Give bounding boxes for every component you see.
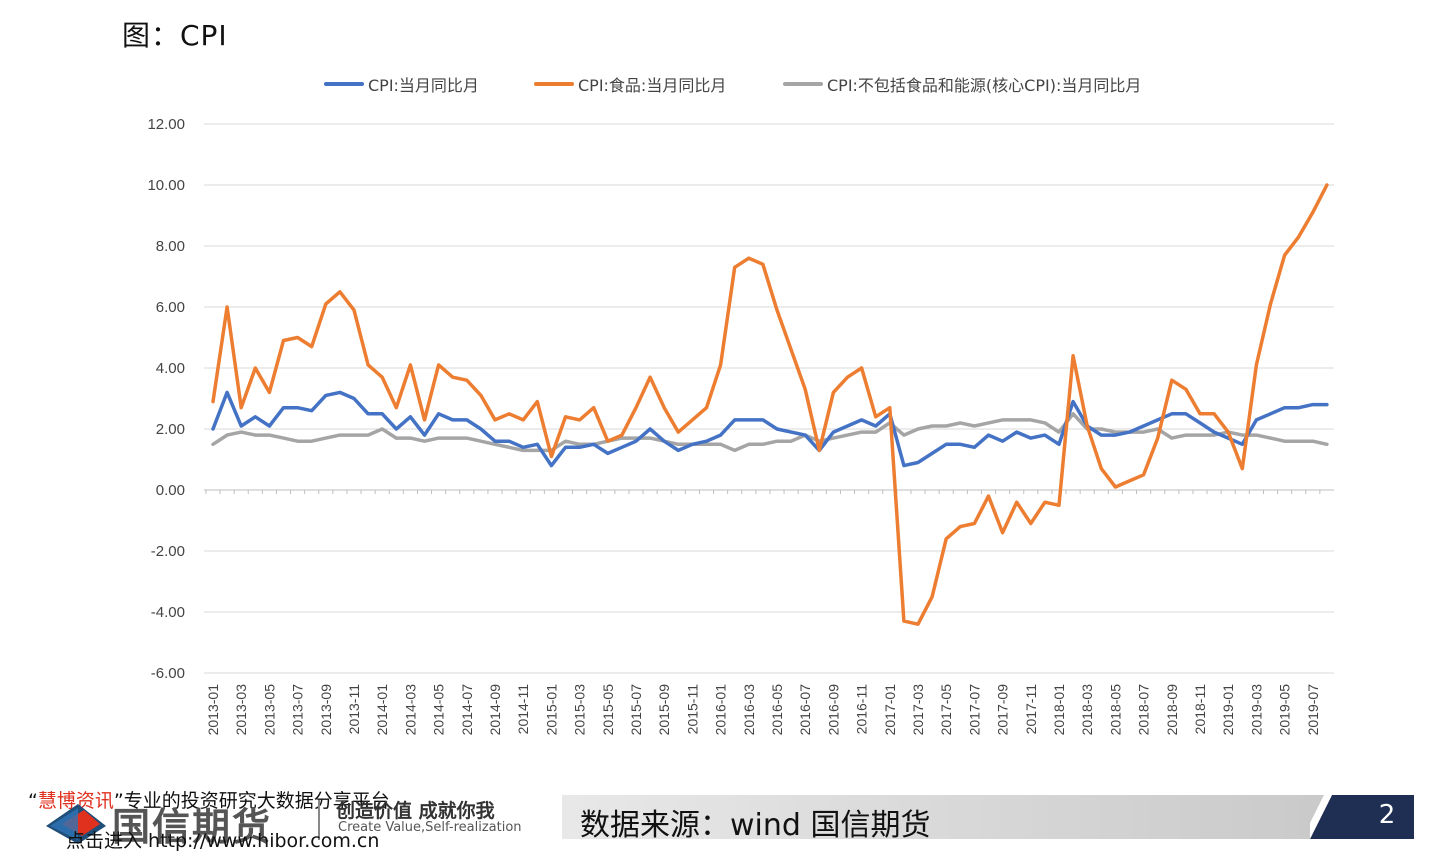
x-tick-label: 2015-09 bbox=[656, 684, 672, 736]
y-tick-label: -2.00 bbox=[151, 543, 185, 560]
x-tick-label: 2016-09 bbox=[825, 684, 841, 736]
y-tick-label: 12.00 bbox=[147, 116, 185, 133]
x-tick-label: 2017-01 bbox=[882, 684, 898, 736]
series-line-cpi bbox=[211, 390, 1329, 468]
x-tick-label: 2014-09 bbox=[487, 684, 503, 736]
x-tick-label: 2018-11 bbox=[1192, 684, 1208, 735]
x-tick-label: 2013-07 bbox=[290, 684, 306, 736]
y-axis-ticks: 12.00 10.00 8.00 6.00 4.00 2.00 0.00 -2.00 -4.00… bbox=[147, 116, 185, 682]
x-tick-label: 2014-01 bbox=[374, 684, 390, 736]
x-tick-label: 2014-05 bbox=[431, 684, 447, 736]
x-tick-label: 2018-03 bbox=[1079, 684, 1095, 736]
x-tick-label: 2018-05 bbox=[1107, 684, 1123, 736]
x-tick-label: 2014-03 bbox=[402, 684, 418, 736]
logo-slogan-en: Create Value,Self-realization bbox=[338, 820, 522, 835]
legend-label-food: CPI:食品:当月同比月 bbox=[578, 76, 727, 95]
x-tick-label: 2017-09 bbox=[995, 684, 1011, 736]
y-tick-label: 8.00 bbox=[156, 238, 185, 255]
legend-item-cpi: CPI:当月同比月 bbox=[324, 72, 479, 96]
x-tick-label: 2013-03 bbox=[233, 684, 249, 736]
cpi-line-chart: 12.00 10.00 8.00 6.00 4.00 2.00 0.00 -2.00 -4.00… bbox=[147, 116, 1334, 736]
logo-slogan: 创造价值 成就你我 bbox=[336, 800, 495, 822]
x-tick-label: 2015-07 bbox=[628, 684, 644, 736]
grid-lines bbox=[204, 123, 1334, 674]
promo-quote-open: “ bbox=[28, 790, 38, 812]
page-title: 图：CPI bbox=[122, 19, 228, 52]
series-line-core bbox=[211, 412, 1329, 453]
y-tick-label: 10.00 bbox=[147, 177, 185, 194]
guosen-logo-icon bbox=[46, 804, 106, 844]
x-axis-ticks: 2013-01 2013-03 2013-05 2013-07 2013-09 2013-… bbox=[205, 684, 1321, 736]
x-tick-label: 2017-07 bbox=[966, 684, 982, 736]
promo-link[interactable]: 点击进入 http://www.hibor.com.cn bbox=[66, 830, 380, 852]
y-tick-label: -6.00 bbox=[151, 665, 185, 682]
x-tick-label: 2018-01 bbox=[1051, 684, 1067, 736]
page-badge-icon bbox=[1310, 795, 1414, 839]
x-tick-label: 2016-11 bbox=[854, 684, 870, 735]
x-tick-label: 2016-03 bbox=[741, 684, 757, 736]
page-number: 2 bbox=[1378, 800, 1396, 830]
chart-legend: CPI:当月同比月 CPI:食品:当月同比月 CPI:不包括食品和能源(核心CP… bbox=[0, 72, 1440, 96]
series-line-food bbox=[211, 183, 1329, 626]
promo-brand[interactable]: 慧博资讯 bbox=[37, 790, 114, 812]
y-tick-label: 2.00 bbox=[156, 421, 185, 438]
y-tick-label: 6.00 bbox=[156, 299, 185, 316]
legend-swatch-core bbox=[783, 82, 823, 86]
legend-swatch-food bbox=[534, 82, 574, 86]
x-tick-label: 2016-01 bbox=[713, 684, 729, 736]
logo-divider bbox=[318, 800, 320, 840]
legend-label-core: CPI:不包括食品和能源(核心CPI):当月同比月 bbox=[827, 76, 1142, 95]
x-tick-label: 2017-03 bbox=[910, 684, 926, 736]
x-tick-label: 2014-07 bbox=[459, 684, 475, 736]
x-tick-label: 2017-11 bbox=[1023, 684, 1039, 735]
x-tick-label: 2013-01 bbox=[205, 684, 221, 736]
x-tick-label: 2016-05 bbox=[769, 684, 785, 736]
x-tick-label: 2015-01 bbox=[543, 684, 559, 736]
x-tick-label: 2016-07 bbox=[797, 684, 813, 736]
x-tick-label: 2015-03 bbox=[572, 684, 588, 736]
y-tick-label: -4.00 bbox=[151, 604, 185, 621]
promo-text: “慧博资讯”专业的投资研究大数据分享平台 bbox=[28, 786, 390, 813]
legend-swatch-cpi bbox=[324, 82, 364, 86]
x-tick-label: 2013-05 bbox=[261, 684, 277, 736]
x-tick-label: 2015-05 bbox=[600, 684, 616, 736]
x-tick-label: 2017-05 bbox=[938, 684, 954, 736]
legend-label-cpi: CPI:当月同比月 bbox=[368, 76, 479, 95]
legend-item-food: CPI:食品:当月同比月 bbox=[534, 72, 726, 96]
data-source: 数据来源：wind 国信期货 bbox=[580, 808, 931, 843]
promo-tagline: ”专业的投资研究大数据分享平台 bbox=[113, 790, 390, 812]
source-bar bbox=[562, 795, 1342, 839]
x-tick-label: 2013-09 bbox=[318, 684, 334, 736]
x-tick-label: 2018-07 bbox=[1136, 684, 1152, 736]
y-tick-label: 0.00 bbox=[156, 482, 185, 499]
logo-name: 国信期货 bbox=[112, 804, 273, 849]
x-tick-label: 2013-11 bbox=[346, 684, 362, 735]
x-tick-label: 2019-05 bbox=[1277, 684, 1293, 736]
x-tick-label: 2014-11 bbox=[515, 684, 531, 735]
series-lines bbox=[211, 183, 1329, 626]
x-tick-label: 2019-07 bbox=[1305, 684, 1321, 736]
x-tick-label: 2015-11 bbox=[684, 684, 700, 735]
x-tick-label: 2019-03 bbox=[1248, 684, 1264, 736]
legend-item-core: CPI:不包括食品和能源(核心CPI):当月同比月 bbox=[783, 72, 1141, 96]
x-tick-label: 2018-09 bbox=[1164, 684, 1180, 736]
y-tick-label: 4.00 bbox=[156, 360, 185, 377]
x-tick-label: 2019-01 bbox=[1220, 684, 1236, 736]
